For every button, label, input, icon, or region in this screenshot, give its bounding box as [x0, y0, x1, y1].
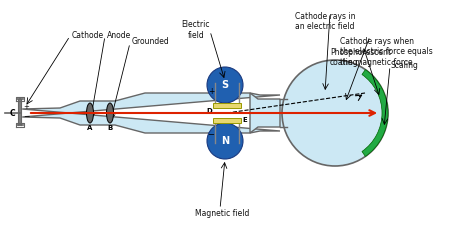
Text: N: N	[221, 136, 229, 146]
Text: Grounded: Grounded	[132, 37, 170, 46]
Circle shape	[282, 60, 388, 166]
Text: E: E	[242, 118, 247, 124]
Circle shape	[207, 67, 243, 103]
Text: Cathode rays when
the electric force equals
the magnetic force: Cathode rays when the electric force equ…	[340, 37, 433, 67]
Text: D: D	[206, 108, 212, 114]
Circle shape	[207, 123, 243, 159]
Ellipse shape	[107, 103, 113, 123]
Wedge shape	[362, 70, 388, 156]
Text: A: A	[87, 125, 93, 131]
Text: +: +	[23, 104, 29, 110]
Text: B: B	[108, 125, 113, 131]
Text: Scaling: Scaling	[391, 61, 419, 70]
Text: Phosphorescent
coating: Phosphorescent coating	[330, 48, 391, 67]
Polygon shape	[213, 118, 241, 123]
Text: C: C	[9, 109, 15, 118]
Polygon shape	[213, 103, 241, 108]
Text: Electric
field: Electric field	[182, 20, 210, 40]
Text: Cathode rays in
an electric field: Cathode rays in an electric field	[295, 12, 356, 31]
Text: −: −	[208, 131, 215, 140]
Polygon shape	[22, 93, 280, 133]
Polygon shape	[250, 93, 280, 133]
Text: Magnetic field: Magnetic field	[195, 209, 249, 218]
Ellipse shape	[86, 103, 93, 123]
Text: Cathode: Cathode	[72, 31, 104, 40]
Text: S: S	[221, 80, 228, 90]
Text: +: +	[208, 86, 214, 95]
Text: Anode: Anode	[107, 30, 131, 40]
Text: −: −	[23, 112, 29, 122]
